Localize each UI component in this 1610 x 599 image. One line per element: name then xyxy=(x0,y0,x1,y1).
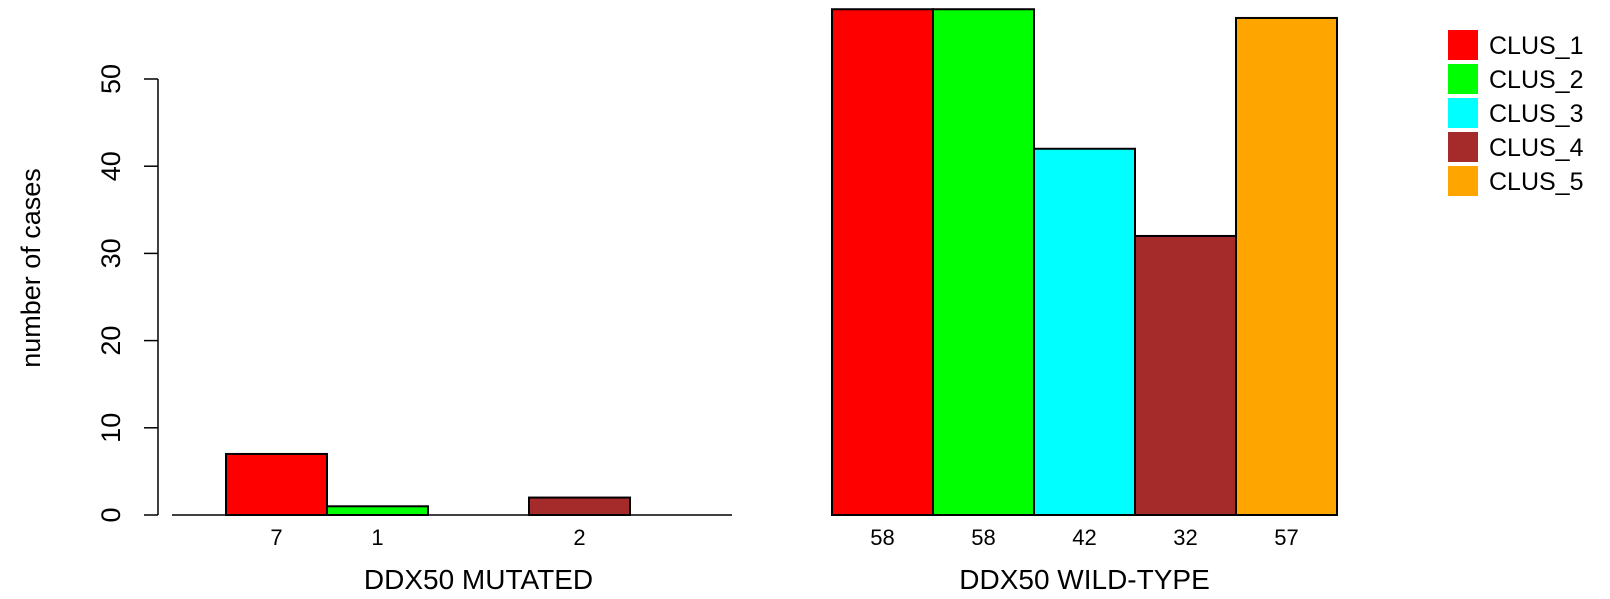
legend-swatch xyxy=(1448,166,1478,196)
y-tick-label: 40 xyxy=(96,151,126,181)
legend-label: CLUS_3 xyxy=(1489,100,1584,128)
bar-groups: 7 1 2 DDX50 MUTATED 58 58 42 32 57 DDX50 WILD-TYP… xyxy=(172,8,1338,595)
legend-swatch xyxy=(1448,98,1478,128)
y-axis-label: number of cases xyxy=(16,168,46,368)
bar-value-label: 7 xyxy=(270,525,282,550)
y-axis: 0 10 20 30 40 50 xyxy=(96,64,159,523)
legend-label: CLUS_1 xyxy=(1489,32,1584,60)
y-tick-label: 10 xyxy=(96,413,126,443)
bar-value-label: 1 xyxy=(371,525,383,550)
legend-swatch xyxy=(1448,132,1478,162)
legend-item: CLUS_5 xyxy=(1448,166,1584,196)
bar-value-label: 2 xyxy=(573,525,585,550)
bar-clus-2 xyxy=(932,8,1035,517)
bar-value-label: 32 xyxy=(1173,525,1197,550)
bar-clus-1 xyxy=(225,452,328,516)
legend: CLUS_1 CLUS_2 CLUS_3 CLUS_4 CLUS_5 xyxy=(1448,30,1584,196)
bar-clus-4 xyxy=(1134,234,1237,517)
legend-item: CLUS_2 xyxy=(1448,64,1584,94)
legend-item: CLUS_3 xyxy=(1448,98,1584,128)
bar-clus-5 xyxy=(1235,16,1338,517)
group-label: DDX50 MUTATED xyxy=(364,564,593,595)
bar-clus-4 xyxy=(528,496,631,516)
y-tick-label: 0 xyxy=(96,507,126,522)
y-tick-label: 30 xyxy=(96,238,126,268)
y-tick-label: 50 xyxy=(96,64,126,94)
bar-clus-2 xyxy=(326,505,429,516)
bar-value-label: 58 xyxy=(870,525,894,550)
legend-item: CLUS_1 xyxy=(1448,30,1584,60)
bar-clus-1 xyxy=(831,8,934,517)
bar-group-1: 7 1 2 DDX50 MUTATED xyxy=(172,452,732,595)
group-label: DDX50 WILD-TYPE xyxy=(959,564,1210,595)
legend-label: CLUS_5 xyxy=(1489,168,1584,196)
bar-value-label: 57 xyxy=(1274,525,1298,550)
legend-swatch xyxy=(1448,30,1478,60)
legend-swatch xyxy=(1448,64,1478,94)
bar-value-label: 58 xyxy=(971,525,995,550)
bar-value-label: 42 xyxy=(1072,525,1096,550)
legend-label: CLUS_4 xyxy=(1489,134,1584,162)
y-tick-label: 20 xyxy=(96,326,126,356)
legend-item: CLUS_4 xyxy=(1448,132,1584,162)
legend-label: CLUS_2 xyxy=(1489,66,1584,94)
bar-clus-3 xyxy=(1033,147,1136,516)
bar-group-2: 58 58 42 32 57 DDX50 WILD-TYPE xyxy=(831,8,1338,595)
